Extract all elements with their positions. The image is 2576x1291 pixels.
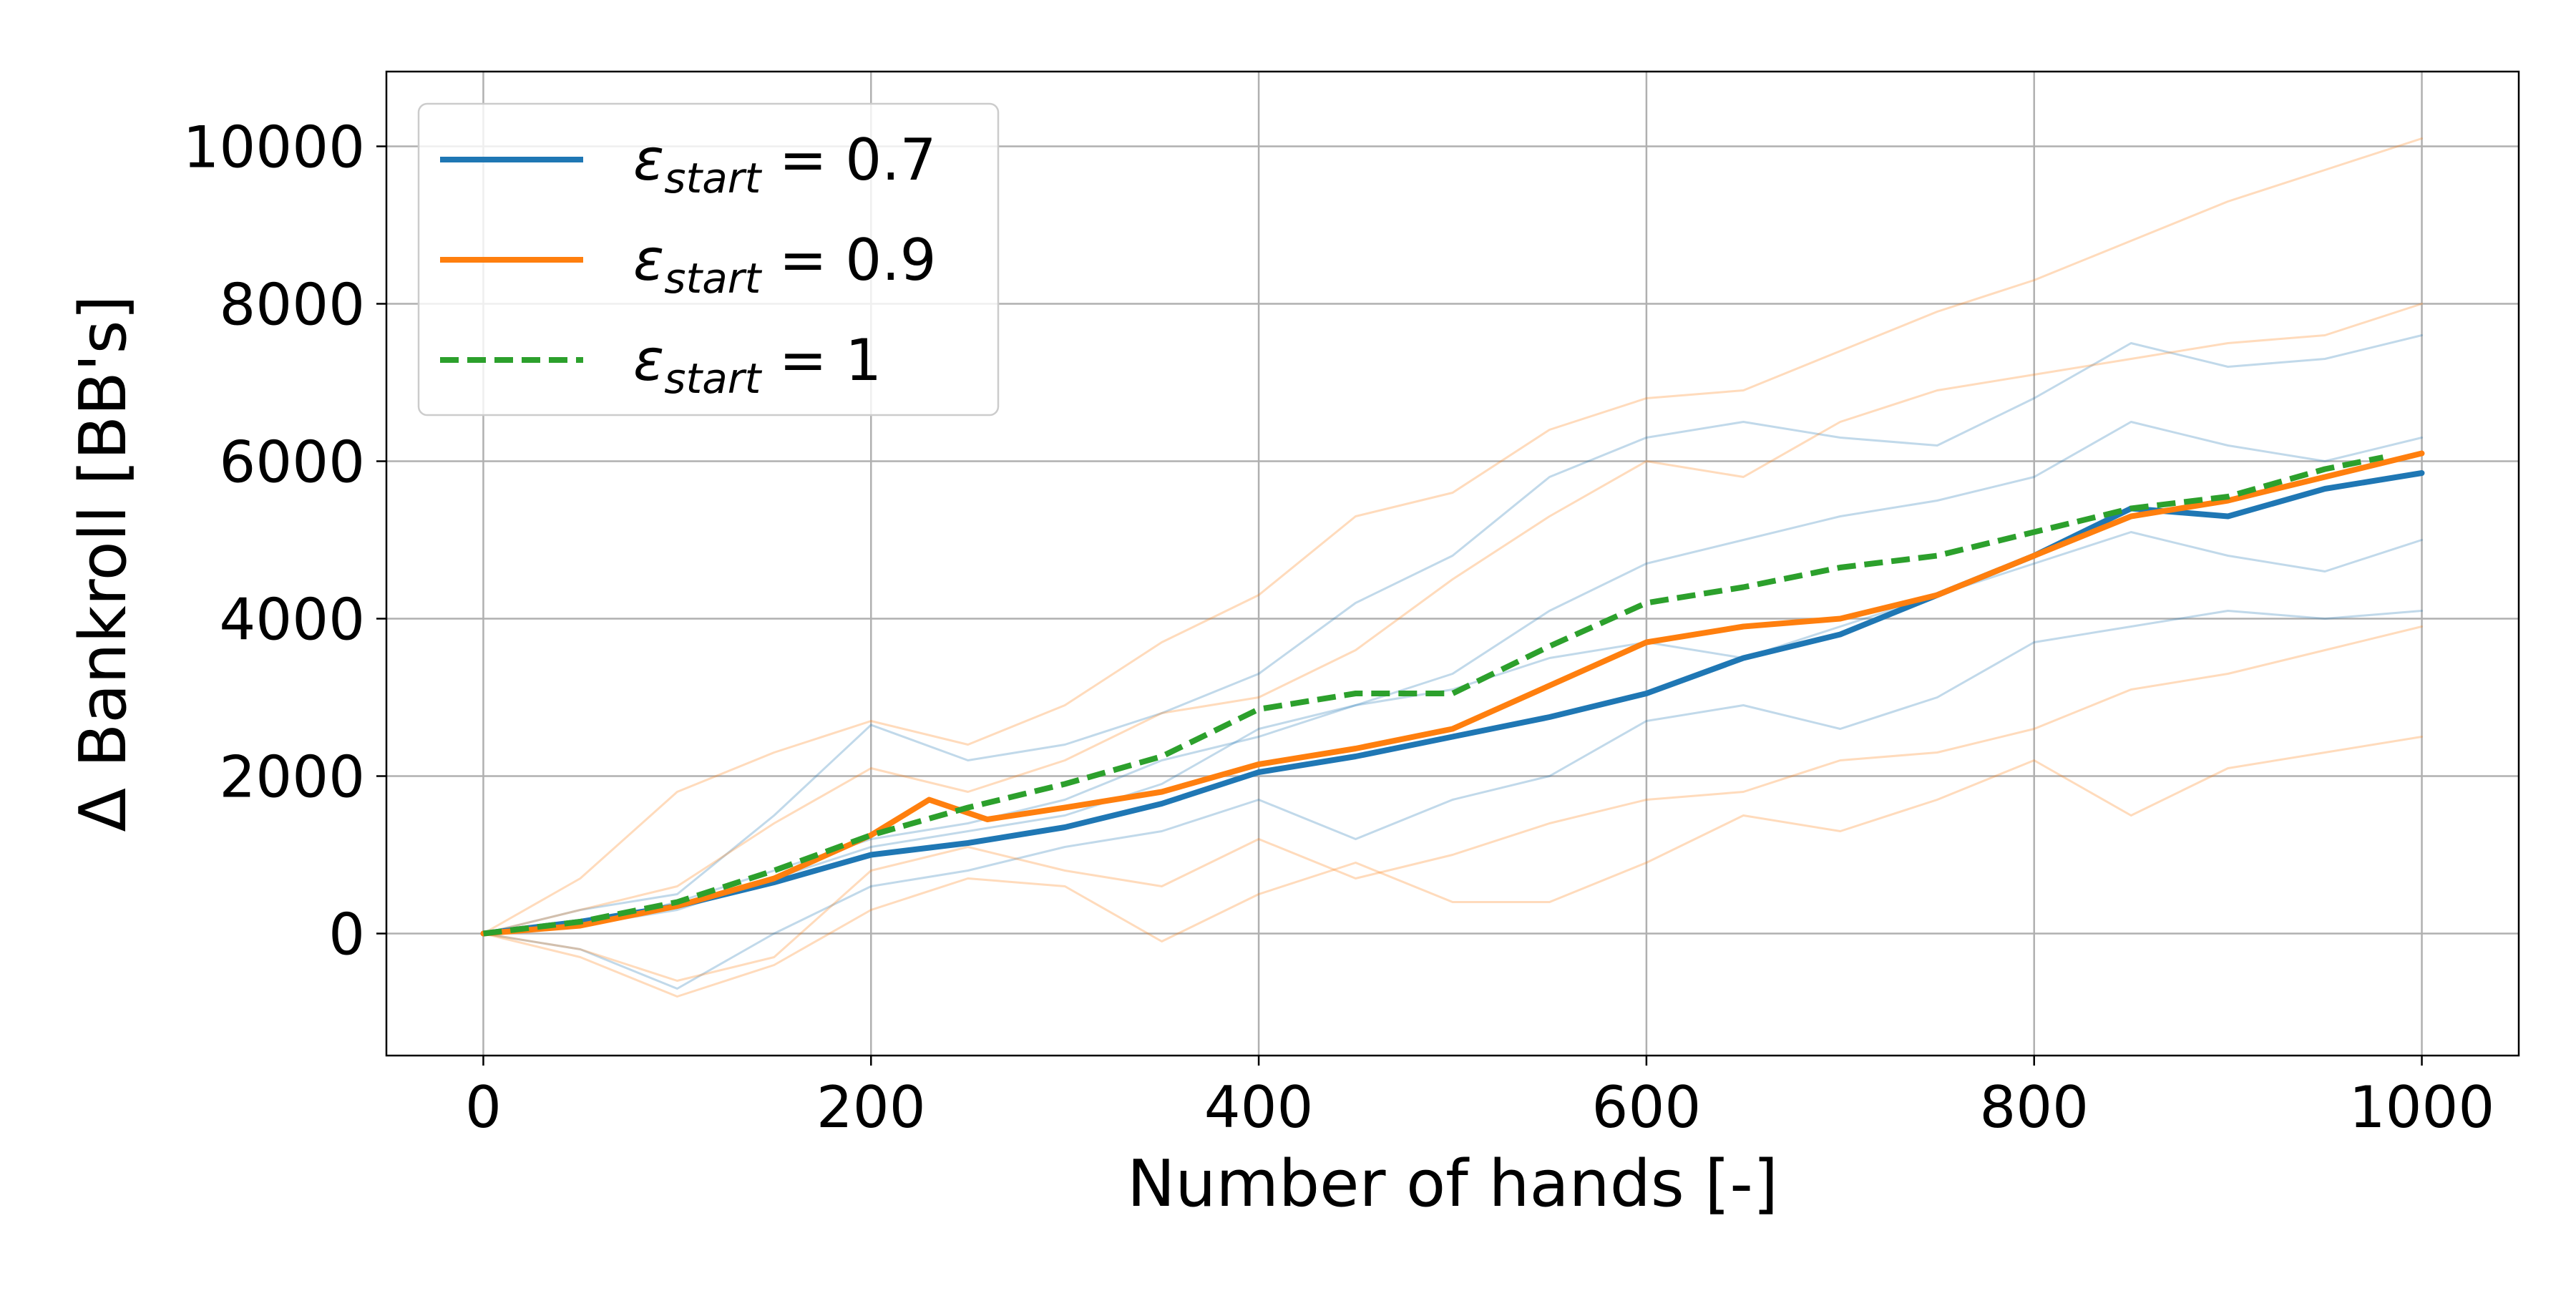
faint-run-line [482,736,2423,998]
mean-series-line [480,450,2425,937]
x-tick-label: 600 [1592,1074,1702,1141]
faint-run-line [482,421,2423,935]
y-tick-label: 2000 [219,744,365,811]
y-tick-label: 0 [328,902,365,968]
faint-run-line [482,531,2423,935]
faint-run-line [482,610,2423,990]
faint-run-line [482,137,2423,935]
x-tick-label: 1000 [2349,1074,2495,1141]
legend-box [417,102,1000,416]
faint-run-line [482,334,2423,935]
x-tick-label: 400 [1204,1074,1314,1141]
y-tick-label: 4000 [219,587,365,653]
y-tick-label: 10000 [183,115,366,181]
legend-label: εstart = 0.7 [633,127,936,203]
x-tick-label: 0 [465,1074,502,1141]
x-tick-label: 200 [816,1074,926,1141]
faint-run-line [482,625,2423,982]
faint-run-line [482,303,2423,935]
y-axis-label: Δ Bankroll [BB's] [66,295,141,832]
legend: εstart = 0.7 εstart = 0.9 εstart = 1 [417,102,1000,416]
series-layer [480,137,2425,998]
mean-series-line [480,470,2425,937]
y-tick-label: 6000 [219,429,365,496]
x-tick-label: 800 [1979,1074,2089,1141]
legend-label: εstart = 1 [633,327,882,403]
plot-frame [385,70,2520,1057]
legend-label: εstart = 0.9 [633,227,936,303]
y-tick-label: 8000 [219,272,365,338]
mean-series-line [483,454,2384,937]
x-axis-label: Number of hands [-] [1127,1146,1778,1222]
